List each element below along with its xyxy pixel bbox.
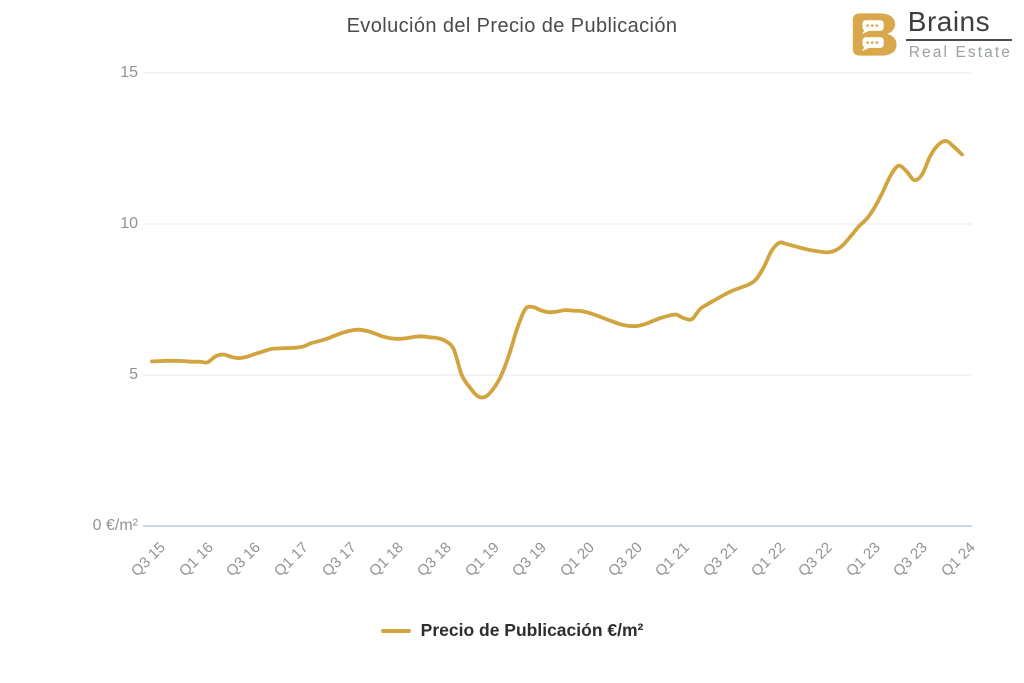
brains-b-chat-icon [852, 13, 897, 56]
brand-logo: Brains Real Estate [851, 6, 1012, 62]
y-axis-label: 10 [120, 215, 138, 232]
y-axis-label: 15 [120, 64, 138, 81]
brand-name: Brains [905, 6, 1012, 42]
chart-title: Evolución del Precio de Publicación [346, 15, 678, 37]
y-axis-label: 5 [129, 366, 138, 383]
legend-line-swatch [380, 628, 411, 633]
brand-subtitle: Real Estate [908, 44, 1012, 62]
brand-text: Brains Real Estate [905, 6, 1012, 62]
price-line-series[interactable] [150, 139, 964, 400]
y-axis-label: 0 €/m² [92, 517, 138, 534]
legend-item-precio[interactable]: Precio de Publicación €/m² [0, 620, 1024, 641]
legend-label: Precio de Publicación €/m² [420, 620, 644, 640]
